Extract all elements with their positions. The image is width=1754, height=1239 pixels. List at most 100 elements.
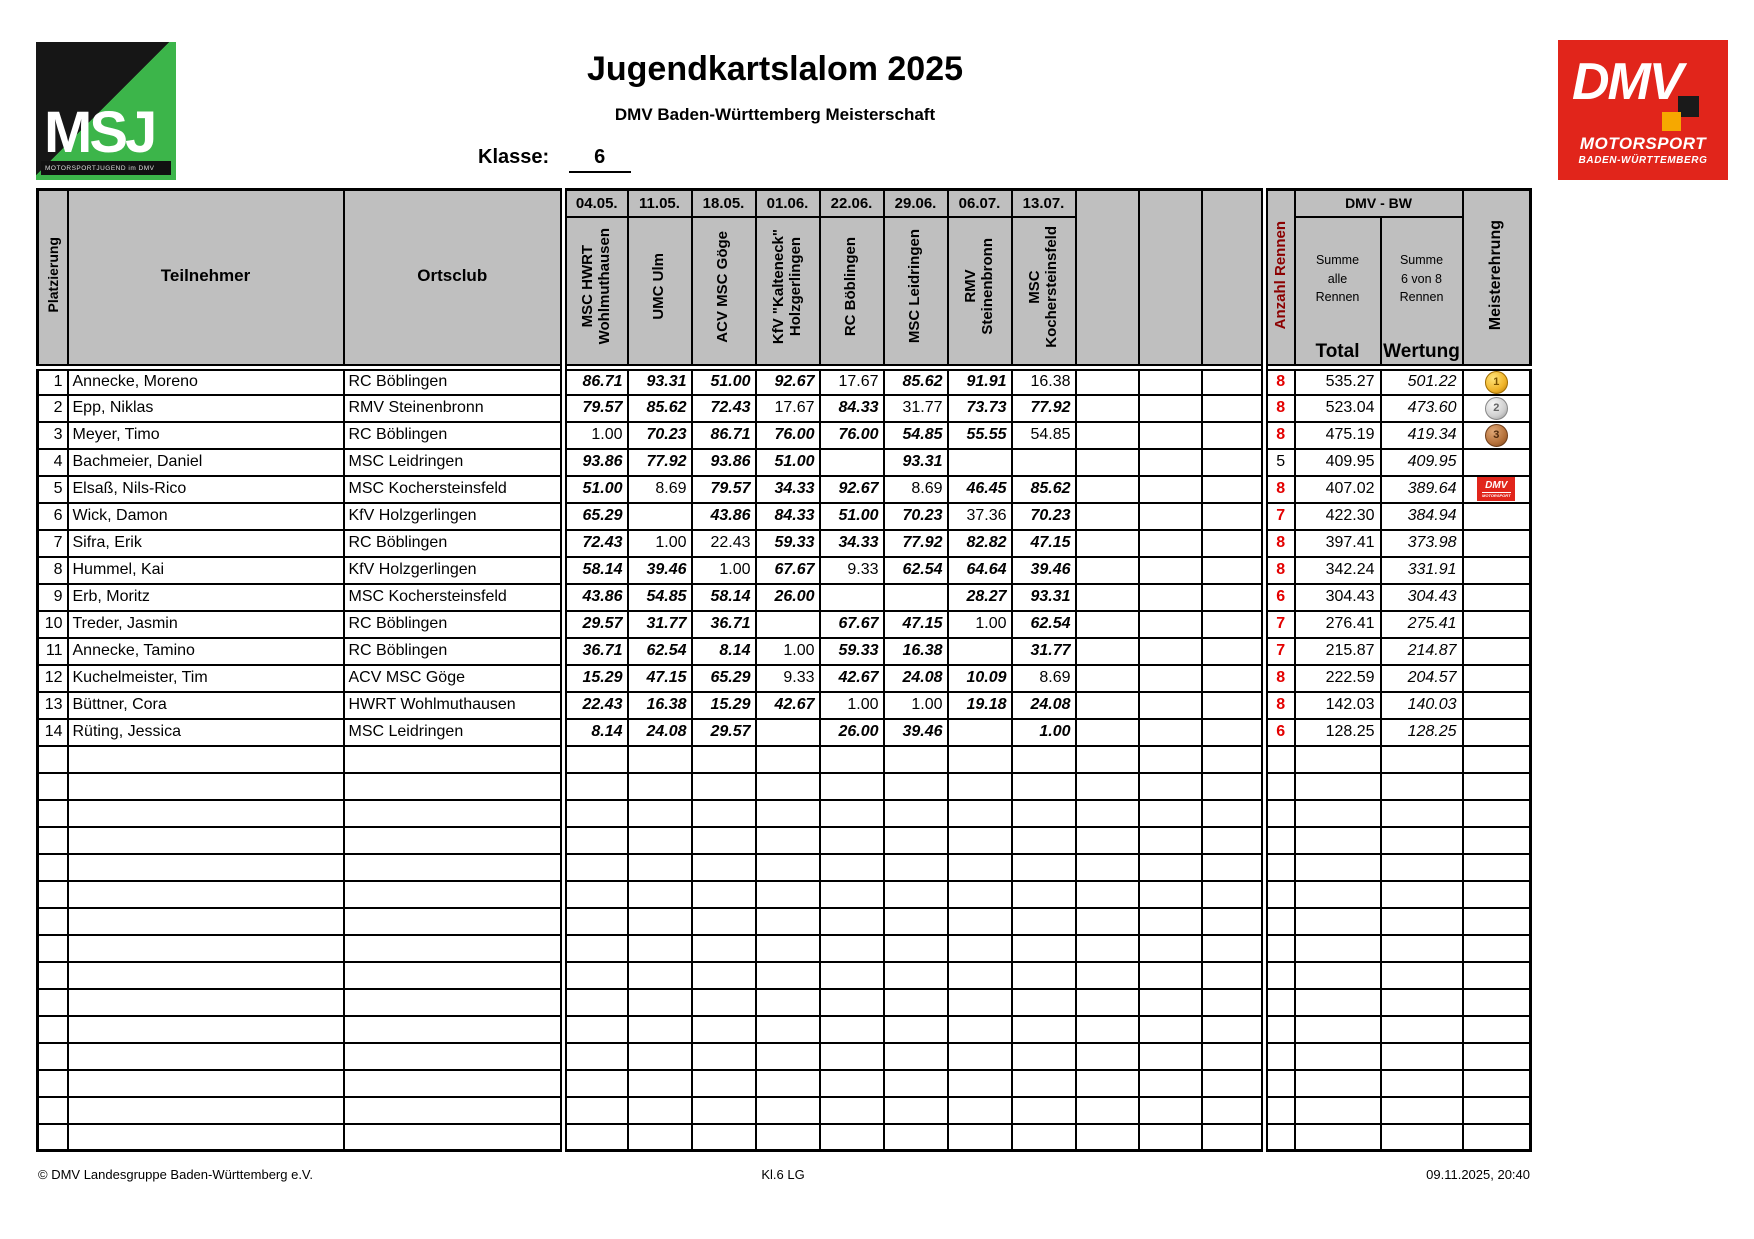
score-cell: 24.08: [626, 717, 693, 747]
platz-cell: [36, 1041, 69, 1071]
score-cell: 22.43: [690, 528, 757, 558]
wertung-cell: 128.25: [1379, 717, 1464, 747]
score-cell: 15.29: [560, 663, 629, 693]
table-row: [36, 906, 1532, 936]
ortsclub-cell: KfV Holzgerlingen: [342, 501, 565, 531]
score-cell: [1074, 1041, 1140, 1071]
score-cell: [626, 825, 693, 855]
score-cell: [946, 987, 1013, 1017]
ortsclub-cell: [342, 1041, 565, 1071]
score-cell: [818, 960, 885, 990]
race-club-header: KfV "Kalteneck" Holzgerlingen: [754, 215, 821, 368]
score-cell: 70.23: [626, 420, 693, 450]
column-header-platzierung: Platzierung: [36, 188, 69, 368]
total-cell: [1293, 906, 1382, 936]
score-cell: [882, 744, 949, 774]
score-cell: [1137, 798, 1203, 828]
ortsclub-cell: MSC Leidringen: [342, 447, 565, 477]
score-cell: 93.86: [560, 447, 629, 477]
score-cell: [1074, 555, 1140, 585]
table-row: [36, 852, 1532, 882]
score-cell: [1137, 690, 1203, 720]
meisterehrung-cell: [1461, 555, 1532, 585]
wertung-cell: 473.60: [1379, 393, 1464, 423]
total-cell: [1293, 1068, 1382, 1098]
score-cell: [882, 960, 949, 990]
score-cell: [1137, 960, 1203, 990]
platz-cell: 5: [36, 474, 69, 504]
wertung-cell: [1379, 1068, 1464, 1098]
score-cell: [1010, 771, 1077, 801]
msj-logo: MSJ MOTORSPORTJUGEND im DMV: [36, 42, 176, 180]
score-cell: [1074, 906, 1140, 936]
race-club-label: RC Böblingen: [842, 236, 860, 337]
score-cell: 62.54: [882, 555, 949, 585]
total-cell: [1293, 1095, 1382, 1125]
score-cell: 34.33: [754, 474, 821, 504]
race-date-header: 29.06.: [882, 188, 949, 218]
platz-cell: [36, 1122, 69, 1152]
score-cell: [818, 933, 885, 963]
score-cell: [690, 879, 757, 909]
race-date-header: 22.06.: [818, 188, 885, 218]
ortsclub-cell: [342, 1095, 565, 1125]
score-cell: [690, 1095, 757, 1125]
meisterehrung-cell: [1461, 636, 1532, 666]
score-cell: 72.43: [560, 528, 629, 558]
score-cell: [754, 960, 821, 990]
race-club-label: ACV MSC Göge: [714, 230, 732, 343]
wertung-cell: [1379, 933, 1464, 963]
wertung-cell: 409.95: [1379, 447, 1464, 477]
teilnehmer-cell: Annecke, Tamino: [66, 636, 345, 666]
score-cell: 8.69: [626, 474, 693, 504]
race-empty-header: [1074, 188, 1140, 368]
score-cell: [1074, 1095, 1140, 1125]
teilnehmer-cell: [66, 852, 345, 882]
score-cell: [560, 906, 629, 936]
total-cell: 535.27: [1293, 363, 1382, 396]
teilnehmer-cell: Büttner, Cora: [66, 690, 345, 720]
total-cell: 342.24: [1293, 555, 1382, 585]
score-cell: [946, 1095, 1013, 1125]
meisterehrung-cell: [1461, 1068, 1532, 1098]
score-cell: [1074, 393, 1140, 423]
platz-cell: 13: [36, 690, 69, 720]
meisterehrung-cell: [1461, 771, 1532, 801]
score-cell: [560, 771, 629, 801]
score-cell: 1.00: [882, 690, 949, 720]
wertung-cell: 214.87: [1379, 636, 1464, 666]
table-row: 11 Annecke, Tamino RC Böblingen 36.71 62.54 8…: [36, 636, 1532, 666]
score-cell: [626, 1122, 693, 1152]
score-cell: [560, 987, 629, 1017]
total-cell: [1293, 1041, 1382, 1071]
score-cell: [754, 852, 821, 882]
score-cell: [1010, 825, 1077, 855]
score-cell: [946, 636, 1013, 666]
score-cell: 84.33: [818, 393, 885, 423]
ortsclub-cell: [342, 987, 565, 1017]
score-cell: [1200, 1095, 1266, 1125]
score-cell: 70.23: [1010, 501, 1077, 531]
score-cell: [560, 744, 629, 774]
score-cell: 28.27: [946, 582, 1013, 612]
medal-silver-icon: 2: [1484, 396, 1508, 420]
score-cell: [754, 1068, 821, 1098]
column-header-wertung-description: Summe 6 von 8 Rennen: [1399, 252, 1444, 305]
race-date-header: 01.06.: [754, 188, 821, 218]
platz-cell: 11: [36, 636, 69, 666]
score-cell: [690, 1041, 757, 1071]
score-cell: [1074, 933, 1140, 963]
score-cell: 1.00: [818, 690, 885, 720]
anzahl-cell: [1261, 1068, 1296, 1098]
score-cell: [560, 960, 629, 990]
score-cell: [1074, 609, 1140, 639]
meisterehrung-cell: [1461, 447, 1532, 477]
score-cell: [690, 1014, 757, 1044]
score-cell: [1137, 555, 1203, 585]
platz-cell: [36, 1068, 69, 1098]
column-header-ortsclub: Ortsclub: [342, 188, 565, 368]
meisterehrung-cell: [1461, 825, 1532, 855]
total-cell: [1293, 771, 1382, 801]
score-cell: [818, 1122, 885, 1152]
table-row: [36, 1122, 1532, 1152]
